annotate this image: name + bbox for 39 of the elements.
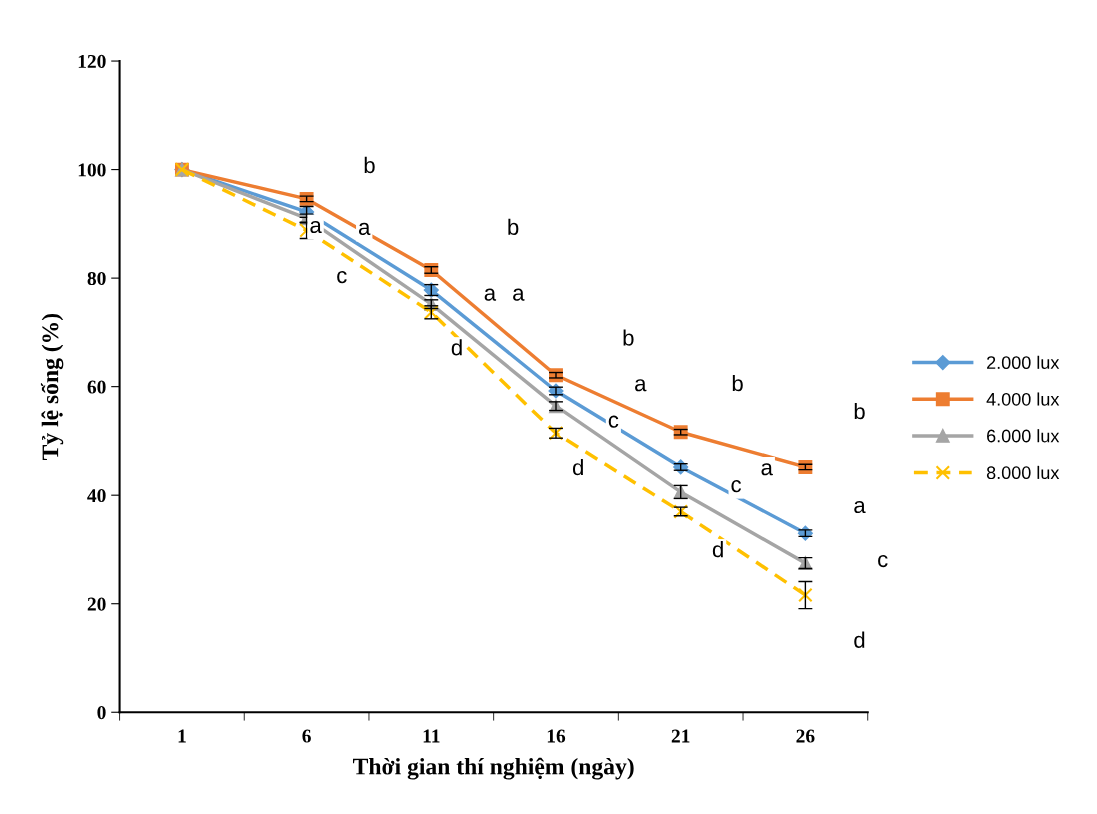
annotation: a [310, 220, 322, 234]
x-tick-label: 6 [302, 729, 311, 743]
annotation: d [712, 541, 723, 558]
annotation: c [731, 480, 742, 493]
legend-label: 8.000 lux [986, 465, 1060, 480]
x-tick-label: 11 [423, 729, 440, 743]
legend-label: 6.000 lux [987, 429, 1060, 443]
annotation: c [337, 271, 347, 284]
annotation: a [635, 379, 647, 392]
annotation: b [854, 402, 865, 420]
annotation: d [572, 458, 583, 476]
annotation: b [623, 329, 634, 346]
annotation: a [358, 222, 371, 236]
y-tick-label: 120 [78, 54, 106, 68]
x-axis-title: Thời gian thí nghiệm (ngày) [353, 757, 634, 780]
y-tick-label: 0 [97, 706, 106, 720]
annotation: a [761, 463, 773, 476]
annotation: b [732, 374, 743, 392]
y-tick-label: 80 [87, 271, 106, 286]
y-tick-label: 20 [87, 597, 106, 611]
y-tick-label: 100 [78, 163, 106, 177]
y-axis-title: Tỷ lệ sống (%) [40, 313, 64, 461]
legend-label: 2.000 lux [987, 355, 1060, 370]
x-tick-label: 26 [796, 729, 815, 743]
text: c [878, 554, 888, 568]
annotation: b [364, 156, 375, 174]
annotation: d [854, 631, 865, 648]
annotation: a [854, 500, 866, 514]
x-tick-label: 1 [178, 729, 186, 743]
x-tick-label: 21 [671, 729, 690, 743]
annotation: a [484, 288, 497, 301]
annotation: c [608, 415, 619, 428]
legend-label: 4.000 lux [986, 392, 1060, 406]
x-tick-label: 16 [547, 729, 566, 743]
y-tick-label: 40 [87, 489, 106, 503]
y-tick-label: 60 [87, 380, 106, 394]
annotation: b [508, 218, 519, 236]
annotation: d [451, 339, 462, 356]
annotation: a [513, 288, 525, 301]
